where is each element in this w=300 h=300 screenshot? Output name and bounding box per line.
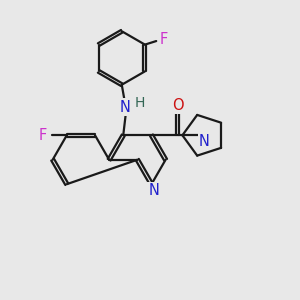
Text: N: N bbox=[119, 100, 130, 115]
Text: N: N bbox=[148, 183, 159, 198]
Text: O: O bbox=[172, 98, 184, 113]
Text: H: H bbox=[134, 97, 145, 110]
Text: N: N bbox=[199, 134, 210, 149]
Text: F: F bbox=[39, 128, 47, 143]
Text: F: F bbox=[159, 32, 167, 47]
